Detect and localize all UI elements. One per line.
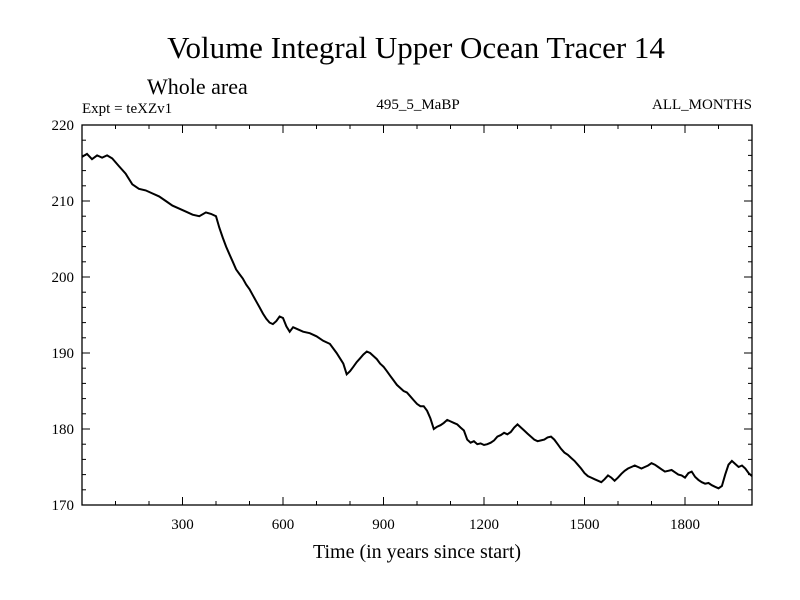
x-tick-label: 1200 [469,517,499,533]
x-tick-label: 300 [171,517,194,533]
x-axis-label: Time (in years since start) [313,541,521,563]
y-tick-label: 210 [52,194,75,210]
axis-ticks [82,125,752,505]
experiment-label: Expt = teXZv1 [82,101,172,117]
y-tick-label: 190 [52,346,75,362]
run-id-label: 495_5_MaBP [376,97,459,113]
x-tick-label: 1500 [570,517,600,533]
chart-subtitle: Whole area [147,74,248,99]
x-tick-label: 900 [372,517,395,533]
plot-frame [81,124,753,506]
y-tick-label: 200 [52,270,75,286]
months-label: ALL_MONTHS [652,97,752,113]
x-tick-label: 600 [272,517,295,533]
series-line [81,152,753,490]
x-tick-label: 1800 [670,517,700,533]
chart-title: Volume Integral Upper Ocean Tracer 14 [167,30,665,65]
y-tick-label: 170 [52,498,75,514]
y-tick-label: 220 [52,118,75,134]
axis-tick-labels: 300 600 900 1200 1500 1800 170 180 190 200 210 220 [52,118,701,533]
y-tick-label: 180 [52,422,75,438]
